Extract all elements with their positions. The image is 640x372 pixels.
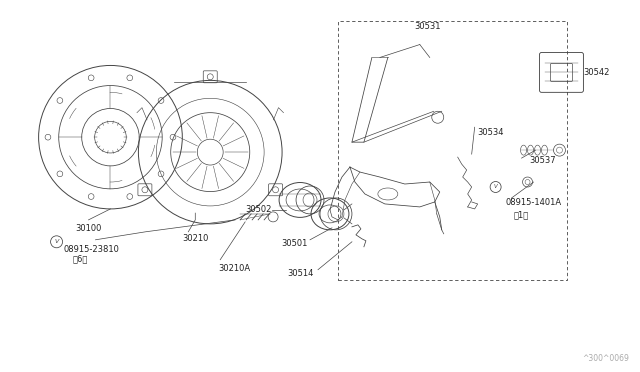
Text: 30514: 30514 [287, 269, 314, 278]
Text: ^300^0069: ^300^0069 [582, 355, 629, 363]
Text: V: V [54, 239, 59, 244]
Text: 〈1〉: 〈1〉 [513, 210, 529, 219]
Text: 30210: 30210 [182, 234, 209, 243]
Text: V: V [493, 185, 497, 189]
Text: 30542: 30542 [584, 68, 610, 77]
Text: 30537: 30537 [529, 155, 556, 164]
Text: （6）: （6） [72, 255, 88, 264]
Text: 08915-1401A: 08915-1401A [506, 198, 562, 207]
Text: 30534: 30534 [477, 128, 504, 137]
Text: 30502: 30502 [246, 205, 272, 214]
Text: 30501: 30501 [282, 239, 308, 248]
Text: 30210A: 30210A [218, 264, 250, 273]
Text: 30531: 30531 [415, 22, 441, 31]
Text: 30100: 30100 [76, 224, 102, 233]
Text: 08915-23810: 08915-23810 [63, 245, 120, 254]
